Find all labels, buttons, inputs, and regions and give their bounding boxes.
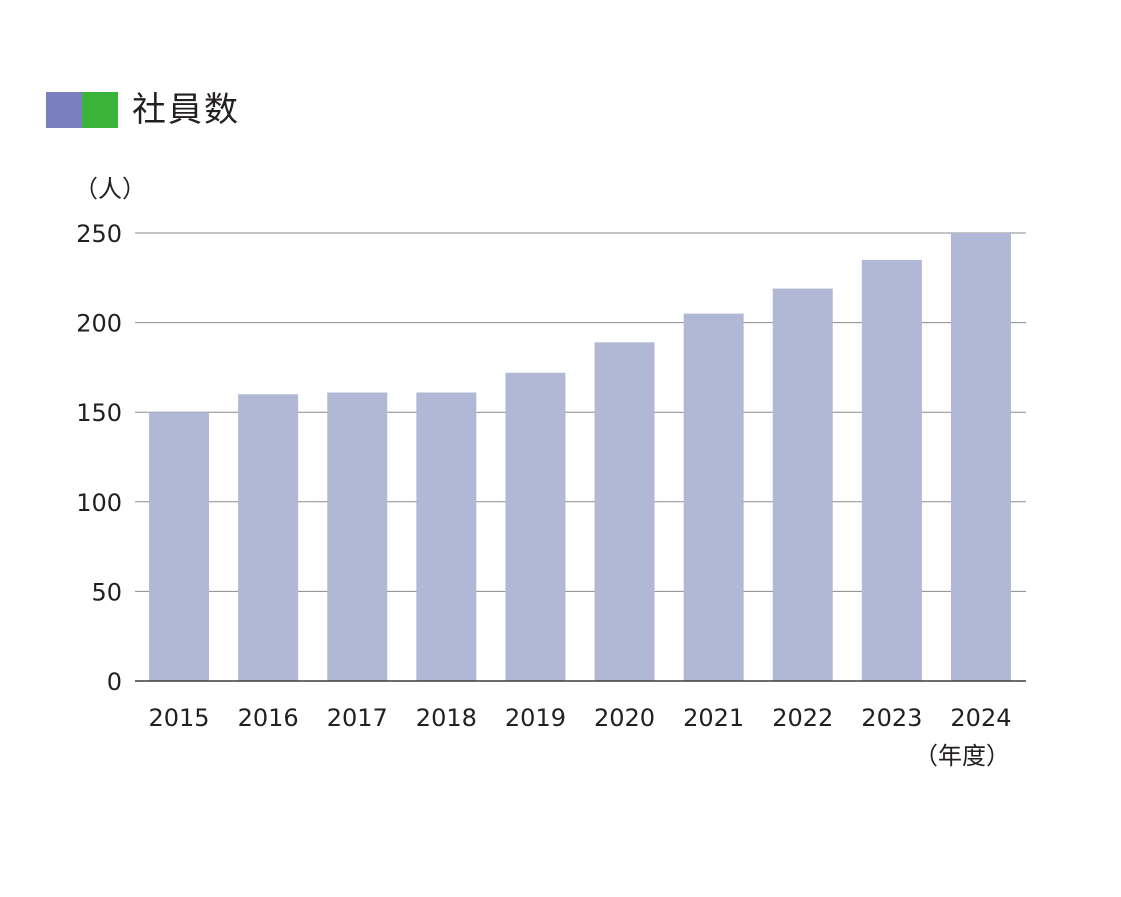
x-tick-label: 2016 <box>238 704 299 732</box>
x-tick-label: 2024 <box>950 704 1011 732</box>
y-axis-unit-label: （人） <box>74 175 146 203</box>
bar-2017 <box>327 392 388 681</box>
x-tick-label: 2021 <box>683 704 744 732</box>
x-tick-label: 2022 <box>772 704 833 732</box>
bar-2024 <box>950 233 1011 681</box>
x-axis-unit-label: （年度） <box>914 742 1010 770</box>
y-tick-label: 250 <box>76 220 122 248</box>
y-tick-label: 100 <box>76 489 122 517</box>
y-tick-label: 50 <box>91 578 122 606</box>
y-tick-label: 0 <box>107 668 122 696</box>
bar-2015 <box>149 412 210 681</box>
y-tick-label: 150 <box>76 399 122 427</box>
x-tick-label: 2015 <box>149 704 210 732</box>
axes: 0 50 100 150 200 250 2015 2016 2017 2018 2019 2020 2… <box>76 220 1026 732</box>
x-tick-label: 2018 <box>416 704 477 732</box>
x-tick-label: 2020 <box>594 704 655 732</box>
x-tick-label: 2019 <box>505 704 566 732</box>
chart-title: 社員数 <box>132 90 240 130</box>
legend-swatch-purple <box>46 92 82 128</box>
bars <box>149 233 1011 681</box>
bar-2023 <box>861 259 922 681</box>
bar-2019 <box>505 372 566 681</box>
bar-2022 <box>772 288 833 681</box>
y-tick-label: 200 <box>76 310 122 338</box>
x-tick-label: 2023 <box>861 704 922 732</box>
bar-2018 <box>416 392 477 681</box>
bar-2021 <box>683 313 744 681</box>
bar-2020 <box>594 342 655 681</box>
x-tick-label: 2017 <box>327 704 388 732</box>
bar-2016 <box>238 394 299 681</box>
legend-swatch-green <box>82 92 118 128</box>
